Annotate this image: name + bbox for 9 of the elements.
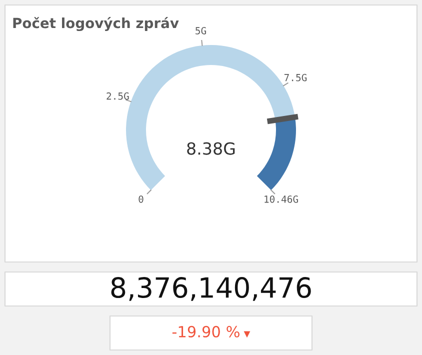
text: 8,376,140,476 xyxy=(111,277,311,301)
text: 2.5G xyxy=(106,92,129,100)
text: 0 xyxy=(138,195,144,203)
text: 10.46G xyxy=(264,195,298,203)
text: -19.90 % xyxy=(172,326,240,338)
text: 8.38G xyxy=(187,142,235,155)
chart-title: Počet logových zpráv xyxy=(13,16,179,32)
text: 7.5G xyxy=(284,74,307,82)
text: 5G xyxy=(196,27,206,34)
